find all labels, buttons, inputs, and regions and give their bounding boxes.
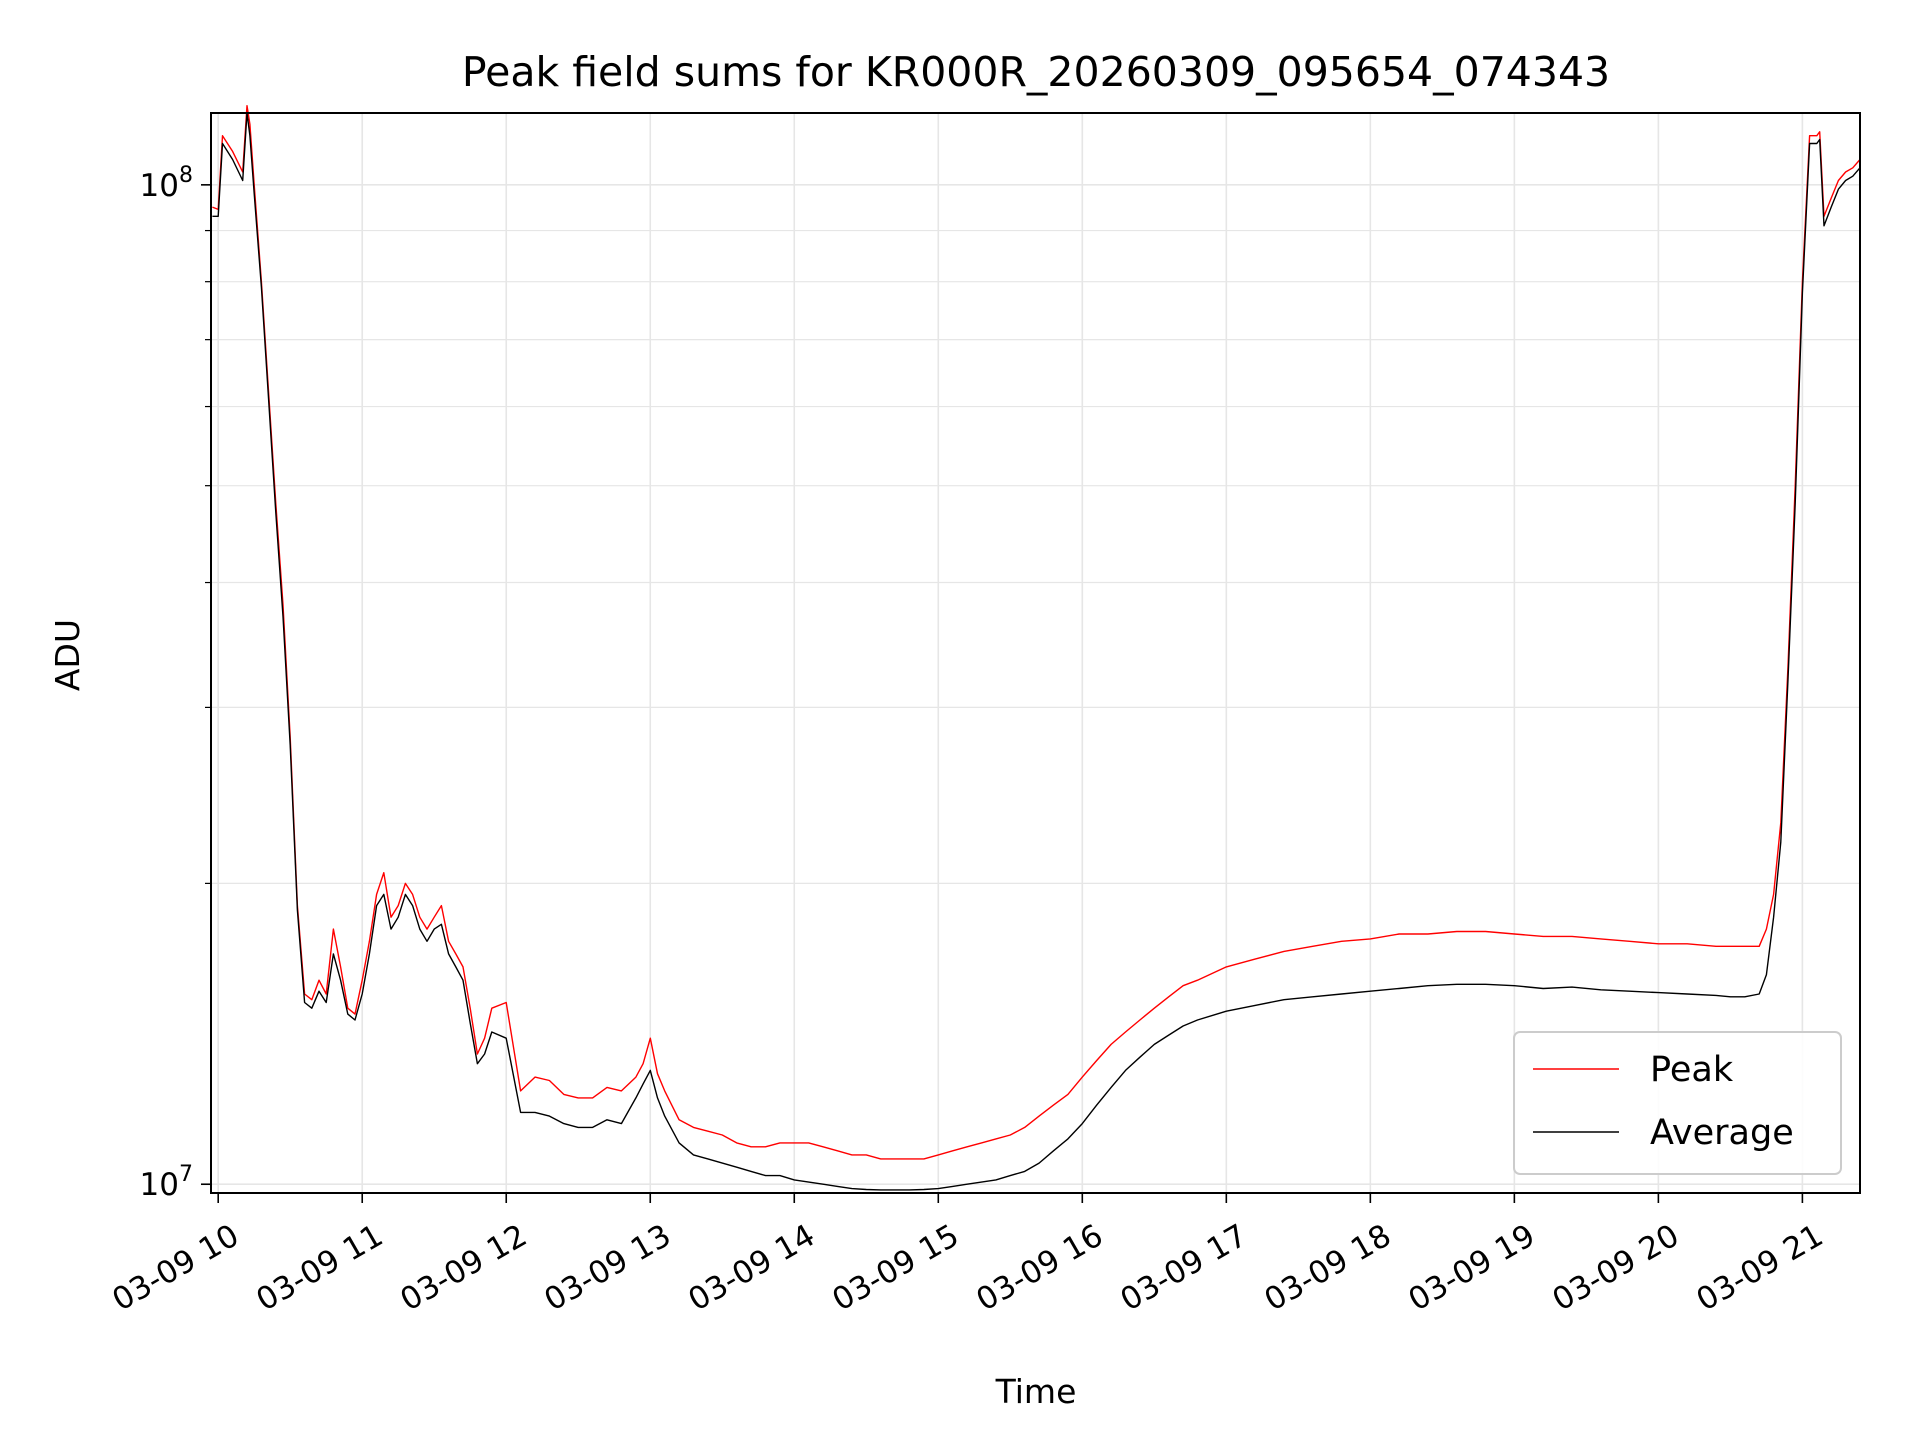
y-axis-label: ADU <box>48 619 87 691</box>
series-line-peak <box>212 104 1861 1160</box>
x-axis-label: Time <box>995 1372 1077 1411</box>
legend-box <box>1513 1031 1842 1175</box>
chart-title: Peak field sums for KR000R_20260309_0956… <box>462 48 1610 96</box>
series-line-average <box>212 112 1861 1191</box>
legend-average-label: Average <box>1650 1113 1794 1153</box>
y-tick-label: 108 <box>140 163 193 204</box>
plot-frame <box>210 112 1861 1194</box>
y-tick-label: 107 <box>140 1162 193 1203</box>
legend: Peak Average <box>1513 1031 1842 1175</box>
series-layer <box>212 104 1861 1191</box>
legend-peak-label: Peak <box>1650 1050 1734 1090</box>
